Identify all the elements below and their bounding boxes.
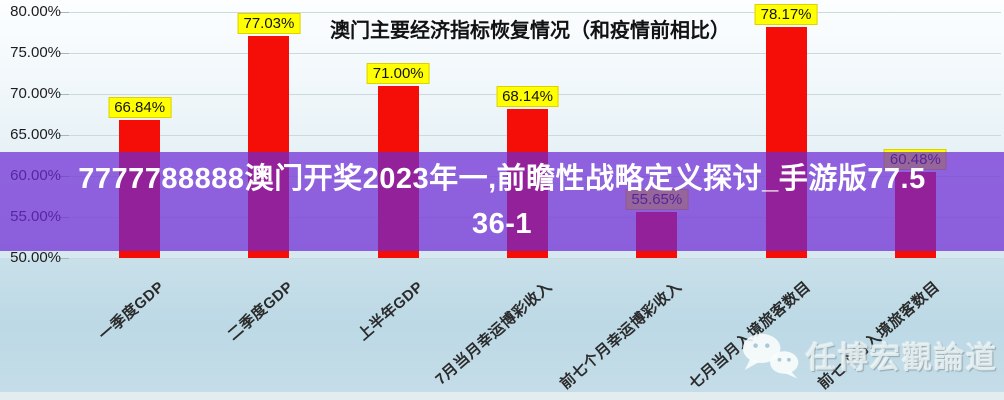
y-axis-tick <box>59 12 69 13</box>
x-axis-area <box>0 258 1004 392</box>
y-axis-tick <box>59 258 69 259</box>
watermark-label: 任博宏觀論道 <box>806 342 998 375</box>
value-label-4: 68.14% <box>496 86 559 108</box>
gridline <box>68 258 1001 259</box>
gridline <box>68 12 1001 13</box>
value-label-2: 77.03% <box>237 13 301 35</box>
y-axis-tick <box>59 94 69 95</box>
wechat-icon <box>742 333 799 379</box>
y-axis-tick <box>59 53 69 54</box>
promo-banner-text-line2: 36-1 <box>471 207 533 240</box>
promo-banner-overlay[interactable]: 7777788888澳门开奖2023年一,前瞻性战略定义探讨_手游版77.5 3… <box>0 152 1004 251</box>
chart-title: 澳门主要经济指标恢复情况（和疫情前相比） <box>330 20 730 42</box>
y-axis-tick-label: 50.00% <box>10 249 61 266</box>
y-axis-tick-label: 65.00% <box>10 126 61 143</box>
y-axis-tick-label: 80.00% <box>10 3 61 20</box>
value-label-1: 66.84% <box>108 96 172 118</box>
watermark: 任博宏觀論道 <box>741 330 998 380</box>
y-axis-tick-label: 70.00% <box>10 85 61 102</box>
value-label-3: 71.00% <box>366 62 430 84</box>
bottom-strip <box>0 392 1004 400</box>
y-axis-tick-label: 75.00% <box>10 44 61 61</box>
y-axis-tick <box>59 135 69 136</box>
gridline <box>68 53 1001 54</box>
value-label-6: 78.17% <box>754 4 818 25</box>
promo-banner-text-line1: 7777788888澳门开奖2023年一,前瞻性战略定义探讨_手游版77.5 <box>78 162 926 195</box>
